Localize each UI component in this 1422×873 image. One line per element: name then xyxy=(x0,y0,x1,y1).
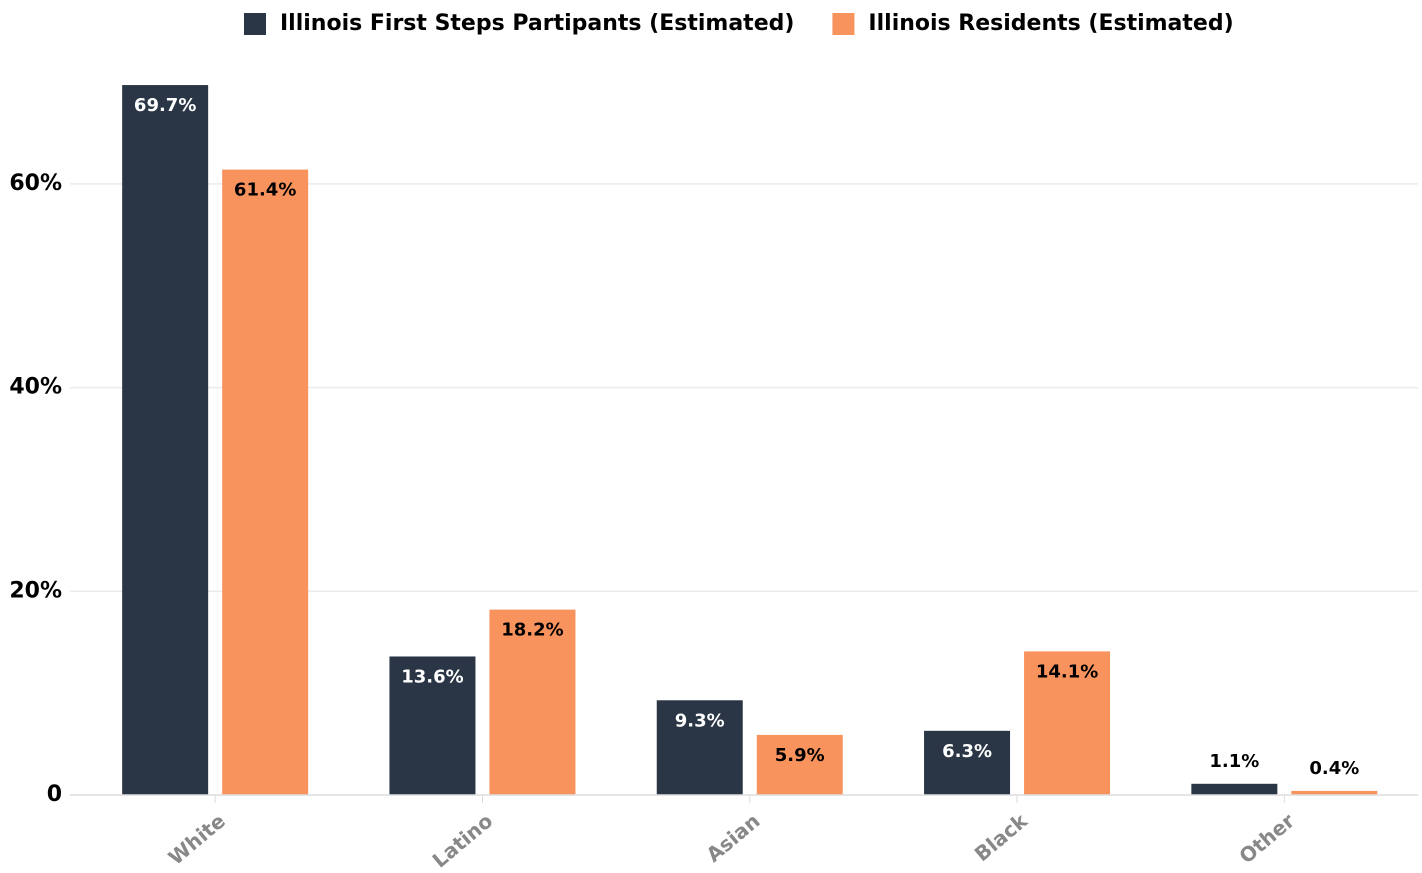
legend-label: Illinois First Steps Partipants (Estimat… xyxy=(280,11,794,36)
data-label: 61.4% xyxy=(234,180,296,201)
y-tick-label: 40% xyxy=(9,375,62,400)
data-label: 13.6% xyxy=(401,666,463,687)
legend-swatch xyxy=(832,13,855,35)
data-label: 9.3% xyxy=(675,710,725,731)
data-label: 18.2% xyxy=(501,620,563,641)
x-tick-label: White xyxy=(164,809,230,870)
x-tick-label: Asian xyxy=(702,809,765,867)
bar xyxy=(389,656,476,795)
bar xyxy=(1024,651,1111,795)
y-tick-label: 20% xyxy=(9,578,62,603)
y-tick-label: 0 xyxy=(47,782,62,807)
bar xyxy=(122,85,209,795)
y-tick-label: 60% xyxy=(9,171,62,196)
data-label: 69.7% xyxy=(134,95,196,116)
legend: Illinois First Steps Partipants (Estimat… xyxy=(244,11,1234,36)
data-label: 14.1% xyxy=(1036,661,1098,682)
x-tick-label: Latino xyxy=(428,809,498,873)
bar xyxy=(924,730,1011,795)
bar xyxy=(756,734,843,795)
data-label: 6.3% xyxy=(942,741,992,762)
legend-label: Illinois Residents (Estimated) xyxy=(868,11,1233,36)
legend-swatch xyxy=(244,13,266,35)
data-label: 1.1% xyxy=(1209,751,1259,772)
bar xyxy=(222,169,309,795)
x-tick-label: Other xyxy=(1234,809,1299,869)
bar xyxy=(489,609,576,795)
data-label: 5.9% xyxy=(775,745,825,766)
data-label: 0.4% xyxy=(1309,758,1359,779)
x-tick-label: Black xyxy=(970,808,1033,866)
bar xyxy=(1291,790,1378,795)
bar xyxy=(656,700,743,795)
bar xyxy=(1191,783,1278,795)
